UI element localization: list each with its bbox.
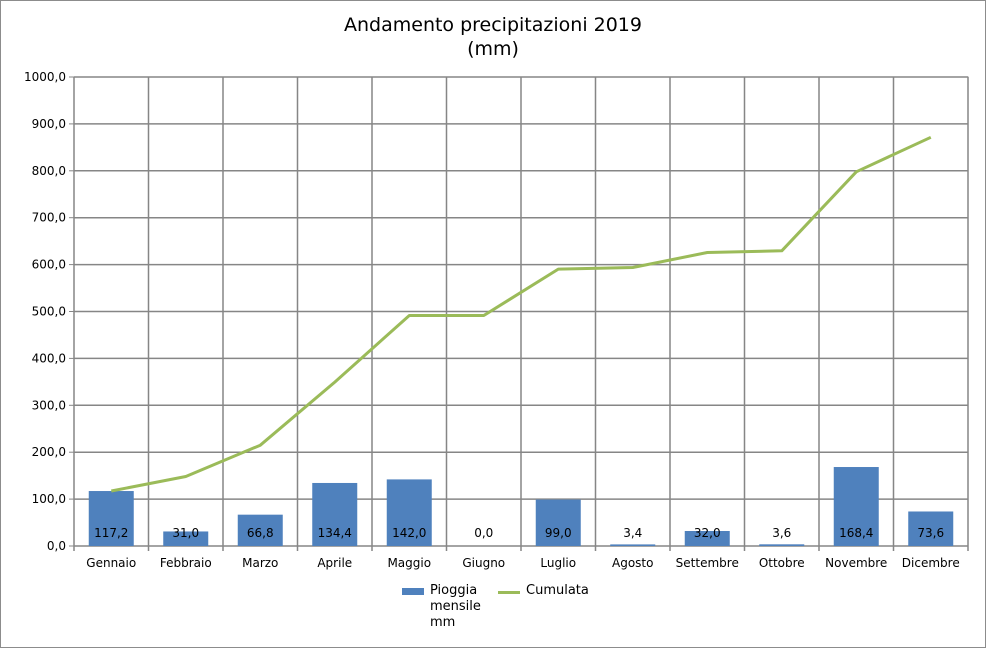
x-tick-label: Novembre [825,556,887,570]
x-tick-label: Marzo [242,556,278,570]
legend-label-cumulata: Cumulata [526,583,589,598]
x-tick-label: Gennaio [86,556,136,570]
y-tick-label: 500,0 [32,305,66,319]
legend-swatch-cumulata [498,591,520,594]
bar [535,499,581,546]
bar-data-label: 0,0 [474,526,493,540]
y-tick-label: 300,0 [32,398,66,412]
y-tick-label: 600,0 [32,258,66,272]
legend-swatch-pioggia [402,588,424,595]
x-tick-label: Giugno [462,556,505,570]
bar [684,530,730,546]
bar [88,491,134,546]
bar-data-label: 99,0 [545,526,572,540]
bar [759,544,805,546]
bar [312,482,358,546]
y-tick-label: 700,0 [32,211,66,225]
bar [833,467,879,546]
chart-subtitle: (mm) [467,38,519,60]
bar-data-label: 73,6 [917,526,944,540]
bar-data-label: 3,4 [623,526,642,540]
y-tick-label: 0,0 [47,539,66,553]
x-tick-label: Febbraio [160,556,212,570]
bar-data-label: 66,8 [247,526,274,540]
y-tick-label: 800,0 [32,164,66,178]
y-tick-label: 100,0 [32,492,66,506]
y-tick-label: 200,0 [32,445,66,459]
bar-data-label: 3,6 [772,526,791,540]
y-tick-label: 400,0 [32,351,66,365]
bar [163,531,209,546]
x-tick-label: Maggio [387,556,431,570]
bar [237,514,283,546]
x-tick-label: Settembre [676,556,739,570]
x-tick-label: Luglio [540,556,576,570]
bar-data-label: 31,0 [172,526,199,540]
x-tick-label: Dicembre [902,556,960,570]
y-tick-label: 1000,0 [24,70,66,84]
bar-data-label: 168,4 [839,526,873,540]
bar-data-label: 117,2 [94,526,128,540]
bar-data-label: 32,0 [694,526,721,540]
x-tick-label: Aprile [317,556,352,570]
bar [386,479,432,546]
y-tick-label: 900,0 [32,117,66,131]
cumulative-line [111,135,932,493]
x-tick-label: Agosto [612,556,653,570]
bar-data-label: 134,4 [318,526,352,540]
legend-label-pioggia: Pioggia mensile mm [430,583,481,630]
x-tick-label: Ottobre [759,556,805,570]
chart-title: Andamento precipitazioni 2019 [344,14,642,36]
bar [908,511,954,546]
bar-data-label: 142,0 [392,526,426,540]
bar [610,544,656,546]
